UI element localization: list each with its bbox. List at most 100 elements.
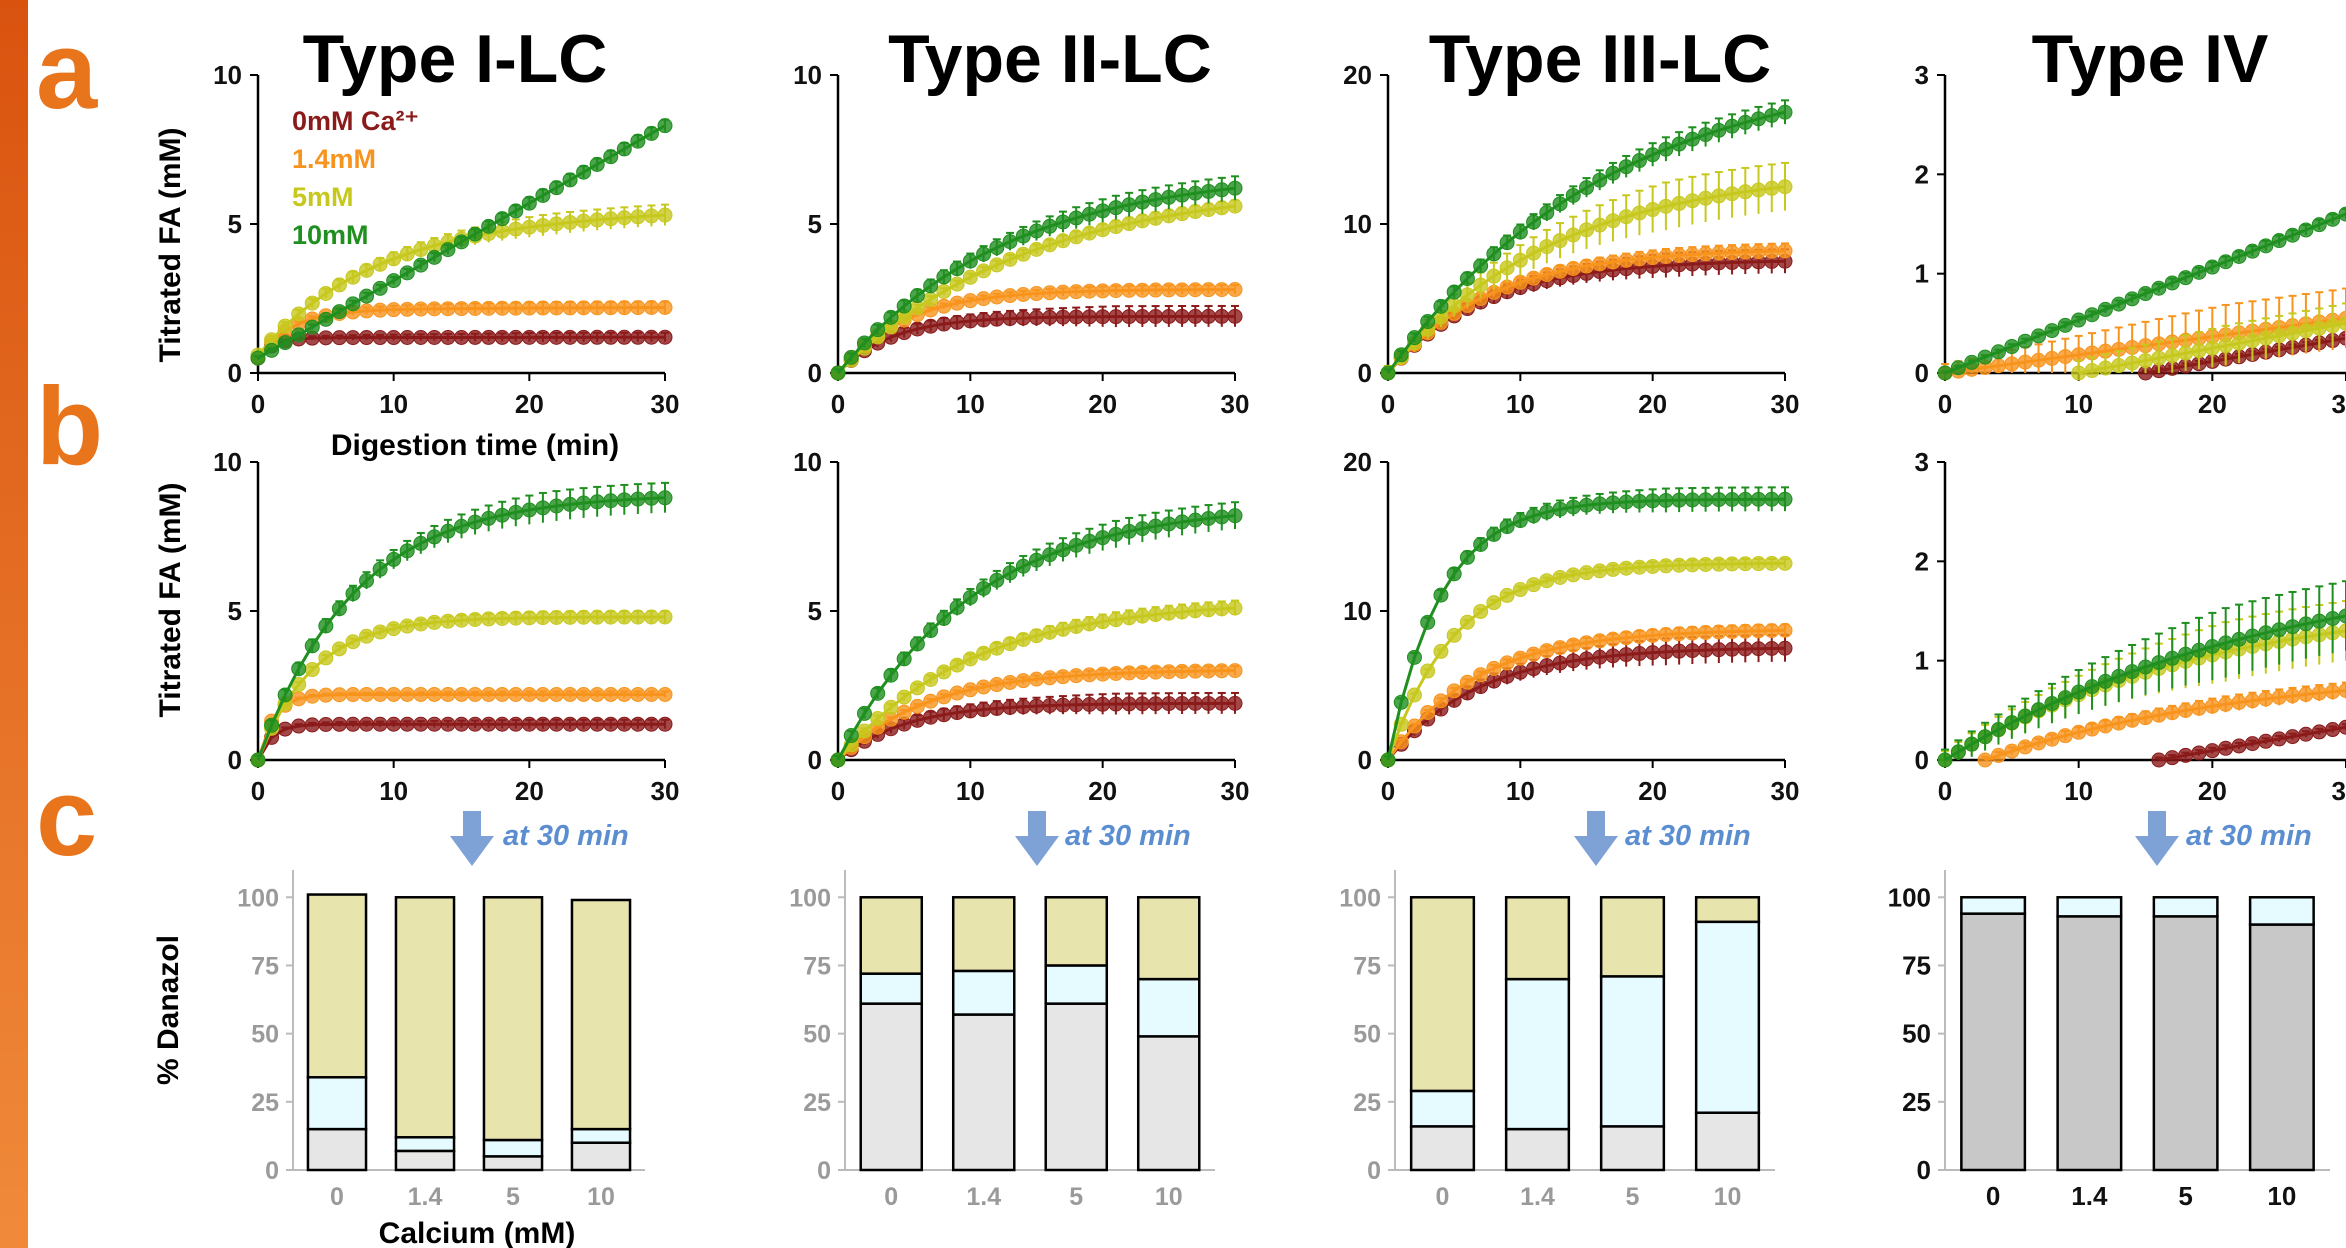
data-point	[535, 300, 551, 316]
data-point	[1631, 205, 1647, 221]
data-point	[1002, 674, 1018, 690]
data-point	[1486, 246, 1502, 262]
data-point	[1486, 660, 1502, 676]
data-point	[426, 686, 442, 702]
data-point	[1552, 233, 1568, 249]
y-tick-label: 50	[1902, 1019, 1931, 1049]
y-tick-label: 50	[803, 1021, 831, 1049]
data-point	[2111, 668, 2127, 684]
x-tick-label: 10	[2064, 389, 2093, 419]
data-point	[1539, 658, 1555, 674]
bar-chart-4: 0 25 50 75 100 0 1.4 5 10	[1888, 870, 2330, 1211]
data-point	[1526, 245, 1542, 261]
data-point	[2097, 718, 2113, 734]
data-point	[883, 667, 899, 683]
data-point	[630, 686, 646, 702]
series-c0	[830, 691, 1243, 768]
data-point	[1121, 216, 1137, 232]
x-tick-label: 30	[651, 389, 680, 419]
panel-letter-c: c	[36, 756, 97, 879]
data-point	[1579, 497, 1594, 513]
data-point	[936, 283, 952, 299]
data-point	[1486, 268, 1502, 284]
data-point	[2231, 738, 2247, 754]
data-point	[603, 686, 619, 702]
data-point	[1148, 696, 1164, 712]
data-point	[399, 246, 415, 262]
data-point	[399, 265, 415, 281]
data-point	[1592, 256, 1608, 272]
data-point	[1499, 587, 1515, 603]
data-point	[1446, 627, 1462, 643]
data-point	[1227, 180, 1243, 196]
data-point	[1499, 519, 1515, 535]
y-tick-label: 2	[1915, 159, 1929, 189]
data-point	[909, 698, 925, 714]
x-tick-label: 10	[379, 776, 408, 806]
data-point	[2138, 353, 2153, 369]
data-point	[2178, 747, 2194, 763]
data-point	[603, 716, 619, 732]
x-tick-label: 20	[1638, 389, 1667, 419]
x-tick-label: 30	[1221, 389, 1250, 419]
data-point	[1605, 254, 1621, 270]
data-point	[1737, 184, 1753, 200]
data-point	[413, 329, 429, 345]
x-tick-label: 30	[1221, 776, 1250, 806]
data-point	[1724, 556, 1740, 572]
data-point	[1161, 189, 1177, 205]
x-tick-label: 20	[1638, 776, 1667, 806]
series-c5	[250, 203, 673, 363]
data-point	[1711, 556, 1727, 572]
bar-segment-top	[859, 896, 924, 975]
data-point	[481, 329, 497, 345]
data-point	[1964, 736, 1980, 752]
data-point	[1406, 649, 1422, 665]
data-point	[1473, 258, 1489, 274]
data-point	[440, 716, 456, 732]
data-point	[936, 664, 952, 680]
data-point	[603, 609, 619, 625]
data-point	[1658, 644, 1674, 660]
x-tick-label: 10	[1506, 389, 1535, 419]
data-point	[896, 704, 912, 720]
data-point	[1121, 282, 1137, 298]
data-point	[1459, 271, 1475, 287]
data-point	[1645, 493, 1661, 509]
data-point	[386, 273, 402, 289]
data-point	[291, 327, 307, 343]
bar-segment-bottom	[1599, 1125, 1666, 1172]
data-point	[2071, 365, 2087, 381]
data-point	[989, 289, 1005, 305]
data-point	[1605, 213, 1621, 229]
y-tick-label: 3	[1915, 447, 1929, 477]
data-point	[603, 149, 619, 165]
data-point	[576, 213, 592, 229]
data-point	[2204, 340, 2220, 356]
data-point	[1512, 252, 1528, 268]
data-point	[1486, 526, 1502, 542]
data-point	[1214, 308, 1230, 324]
series-c0	[2151, 719, 2346, 768]
x-tick-label: 0	[1381, 389, 1395, 419]
data-point	[909, 321, 925, 337]
bar-segment-top	[951, 896, 1016, 973]
data-point	[643, 125, 659, 141]
bar-segment-middle	[2056, 896, 2123, 918]
data-point	[372, 716, 388, 732]
y-tick-label: 0	[228, 358, 242, 388]
data-point	[1002, 699, 1018, 715]
data-point	[1473, 277, 1489, 293]
data-point	[2285, 325, 2301, 341]
data-point	[589, 686, 605, 702]
data-point	[1645, 147, 1661, 163]
data-point	[1526, 270, 1542, 286]
data-point	[1671, 195, 1687, 211]
data-point	[1055, 233, 1071, 249]
data-point	[1081, 697, 1097, 713]
data-point	[616, 141, 632, 157]
data-point	[1420, 704, 1436, 720]
data-point	[454, 234, 469, 250]
data-point	[2031, 352, 2047, 368]
